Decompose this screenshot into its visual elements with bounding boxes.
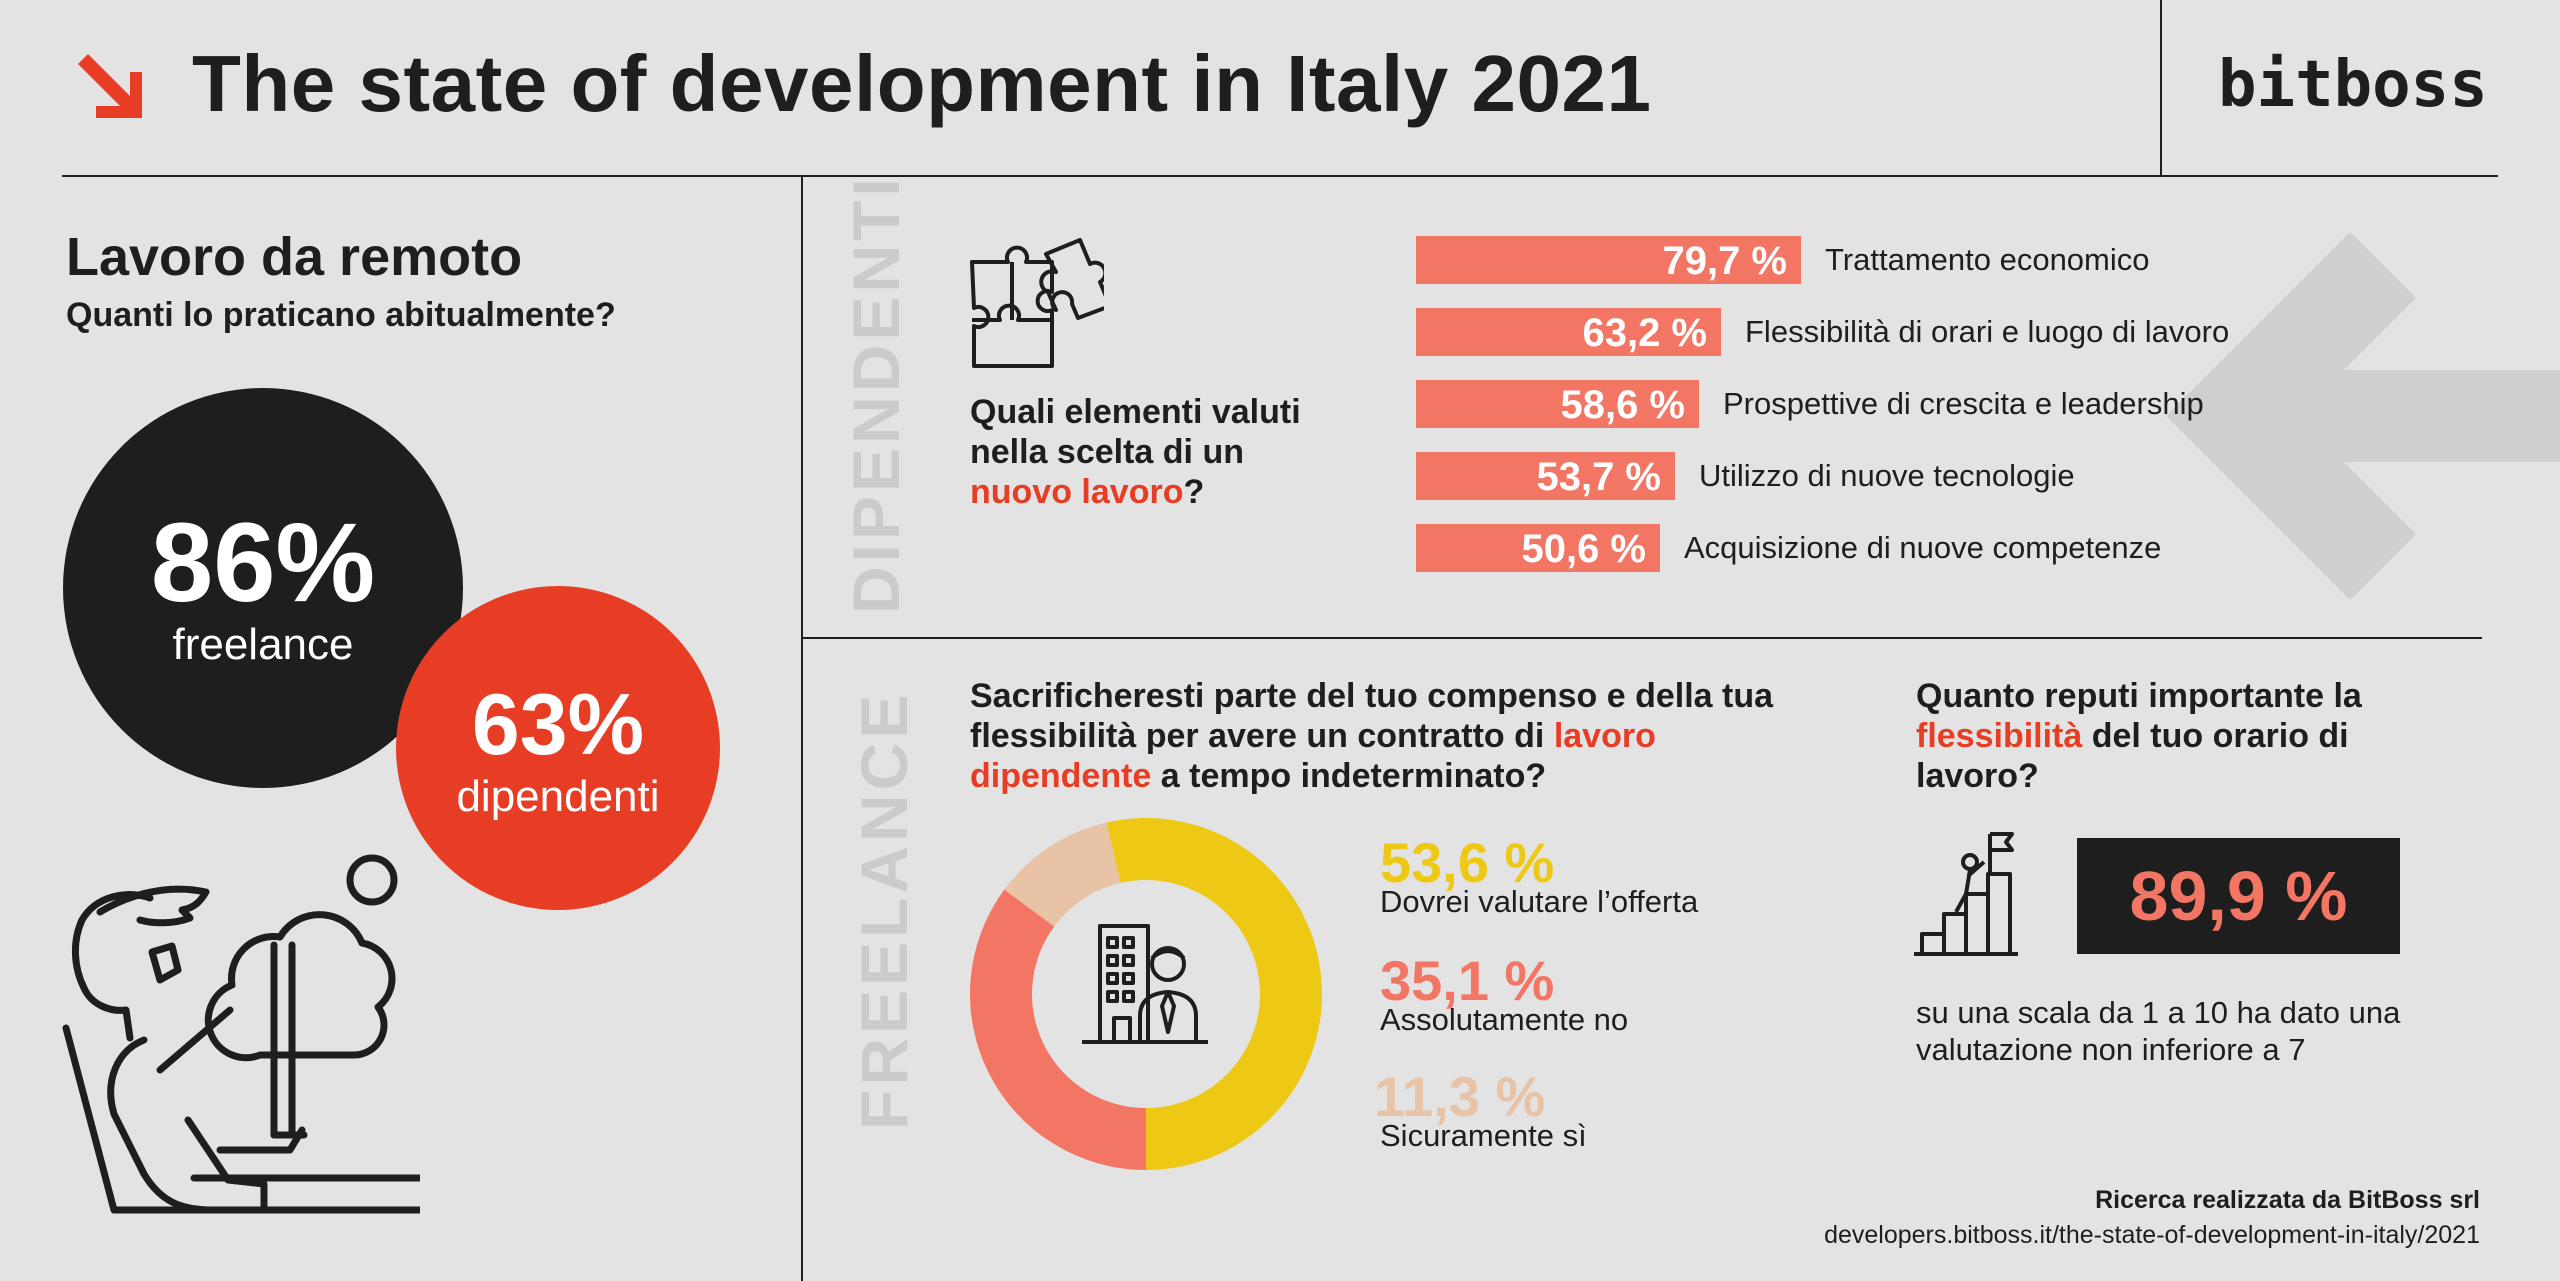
flexibility-value: 89,9 % [2077,838,2400,954]
freelance-question: Sacrificheresti parte del tuo compenso e… [970,677,1774,795]
bar-label-2: Flessibilità di orari e luogo di lavoro [1745,314,2230,349]
puzzle-icon [970,238,1104,368]
header-divider [2160,0,2162,176]
flexibility-question: Quanto reputi importante la flessibilità… [1916,677,2362,795]
dipendenti-value: 63% [471,677,645,773]
section-divider [802,637,2482,639]
background-arrow-left-icon [2166,232,2560,600]
remote-title: Lavoro da remoto [66,227,523,287]
remote-subtitle: Quanti lo praticano abitualmente? [66,296,616,334]
remote-worker-illustration [62,854,420,1214]
dipendenti-label: dipendenti [456,772,660,821]
freelance-circle: 86% freelance [63,388,463,788]
dipendenti-circle: 63% dipendenti [396,586,720,910]
left-column-divider [801,176,803,1281]
legend-value-1: 53,6 % [1380,831,1555,894]
bar-5: 50,6 % [1416,524,1660,572]
legend-value-3: 11,3 % [1374,1065,1546,1128]
freelance-label: freelance [172,620,354,669]
header-underline [62,175,2498,177]
contract-donut-chart [970,818,1322,1170]
freelance-value: 86% [150,500,376,625]
donut-slice-1 [1106,818,1322,1170]
legend-label-1: Dovrei valutare l’offerta [1380,884,1699,919]
bar-3: 58,6 % [1416,380,1699,428]
freelance-side-label: FREELANCE [847,690,921,1130]
donut-slice-3 [1004,822,1121,927]
brand-logo: bitboss [2218,48,2488,122]
bar-label-5: Acquisizione di nuove competenze [1684,530,2162,565]
dipendenti-question: Quali elementi valuti nella scelta di un… [970,393,1301,511]
bar-label-4: Utilizzo di nuove tecnologie [1699,458,2075,493]
legend-value-2: 35,1 % [1380,949,1555,1012]
bar-4: 53,7 % [1416,452,1675,500]
flexibility-description: su una scala da 1 a 10 ha dato una valut… [1916,995,2401,1067]
page-title: The state of development in Italy 2021 [192,39,1652,128]
dipendenti-side-label: DIPENDENTI [839,174,913,614]
arrow-down-right-icon [78,54,142,118]
donut-slice-2 [970,889,1146,1170]
legend-label-2: Assolutamente no [1380,1002,1629,1037]
bar-label-3: Prospettive di crescita e leadership [1723,386,2204,421]
bar-2: 63,2 % [1416,308,1721,356]
footer-credit: Ricerca realizzata da BitBoss srl [2095,1186,2480,1214]
bar-label-1: Trattamento economico [1825,242,2150,277]
office-worker-icon [1082,924,1208,1044]
legend-label-3: Sicuramente sì [1380,1118,1587,1153]
footer-url[interactable]: developers.bitboss.it/the-state-of-devel… [1824,1221,2480,1249]
career-steps-icon [1914,832,2018,956]
bar-1: 79,7 % [1416,236,1801,284]
